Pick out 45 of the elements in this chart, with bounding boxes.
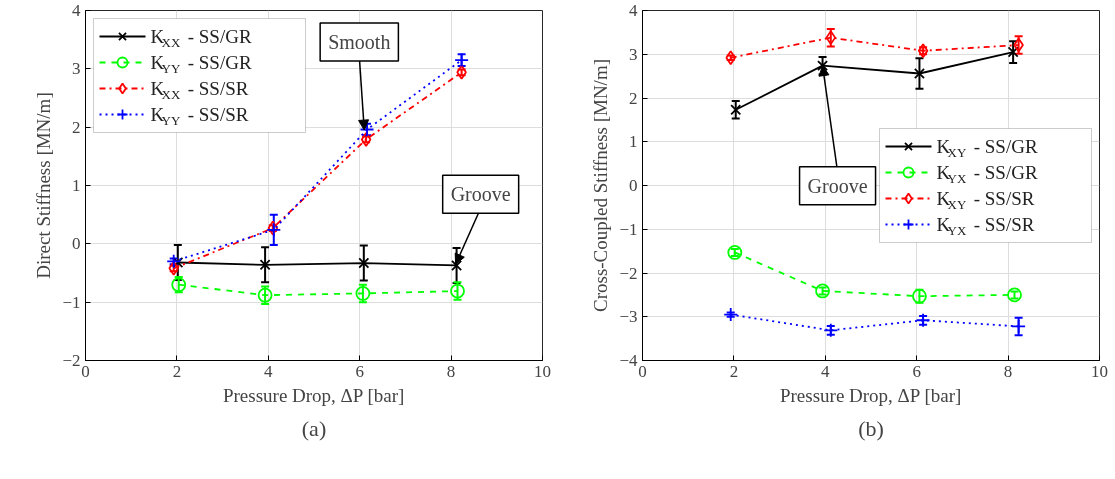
x-tick-label: 4 (821, 361, 831, 381)
x-tick-label: 8 (446, 361, 456, 381)
x-tick-label: 2 (172, 361, 182, 381)
point (172, 257, 184, 268)
x-tick-label: 2 (729, 361, 739, 381)
y-tick-label: −2 (619, 263, 638, 283)
point (817, 60, 829, 72)
y-tick-label: 0 (629, 176, 638, 195)
y-tick-label: 2 (629, 88, 638, 108)
x-tick-label: 10 (534, 361, 551, 381)
y-tick-label: −1 (619, 219, 638, 239)
x-tick-label: 10 (1091, 361, 1108, 381)
y-tick-label: −2 (62, 351, 81, 370)
y-tick-label: 4 (72, 1, 81, 20)
y-tick-label: −4 (619, 351, 638, 370)
y-tick-label: 4 (629, 1, 638, 20)
annotation: Groove (807, 174, 868, 197)
x-tick-label: 6 (912, 361, 921, 381)
point (451, 259, 463, 271)
y-tick-label: 0 (72, 234, 81, 254)
point (358, 257, 370, 269)
y-axis-title: Direct Stiffness [MN/m] (33, 92, 55, 279)
text: (a) (301, 415, 327, 441)
x-axis-title: Pressure Drop, ΔP [bar] (779, 384, 962, 406)
point (259, 259, 271, 271)
annotation: Smooth (328, 31, 391, 54)
point (166, 253, 182, 269)
point (913, 68, 925, 79)
point (1007, 46, 1019, 58)
x-tick-label: 4 (264, 361, 274, 381)
y-tick-label: 1 (629, 132, 638, 152)
y-tick-label: −1 (62, 292, 81, 312)
y-tick-label: 3 (629, 44, 638, 64)
y-tick-label: 3 (72, 59, 81, 79)
x-tick-label: 8 (1003, 361, 1013, 381)
y-tick-label: 1 (72, 176, 81, 195)
point (730, 104, 742, 116)
y-tick-label: −3 (619, 307, 638, 327)
text: (b) (858, 415, 884, 441)
y-axis-title: Cross-Coupled Stiffness [MN/m] (590, 59, 612, 312)
point (723, 307, 739, 322)
annotation: Groove (450, 183, 511, 206)
y-tick-label: 2 (72, 117, 81, 137)
x-axis-title: Pressure Drop, ΔP [bar] (222, 384, 405, 406)
x-tick-label: 6 (355, 361, 364, 381)
